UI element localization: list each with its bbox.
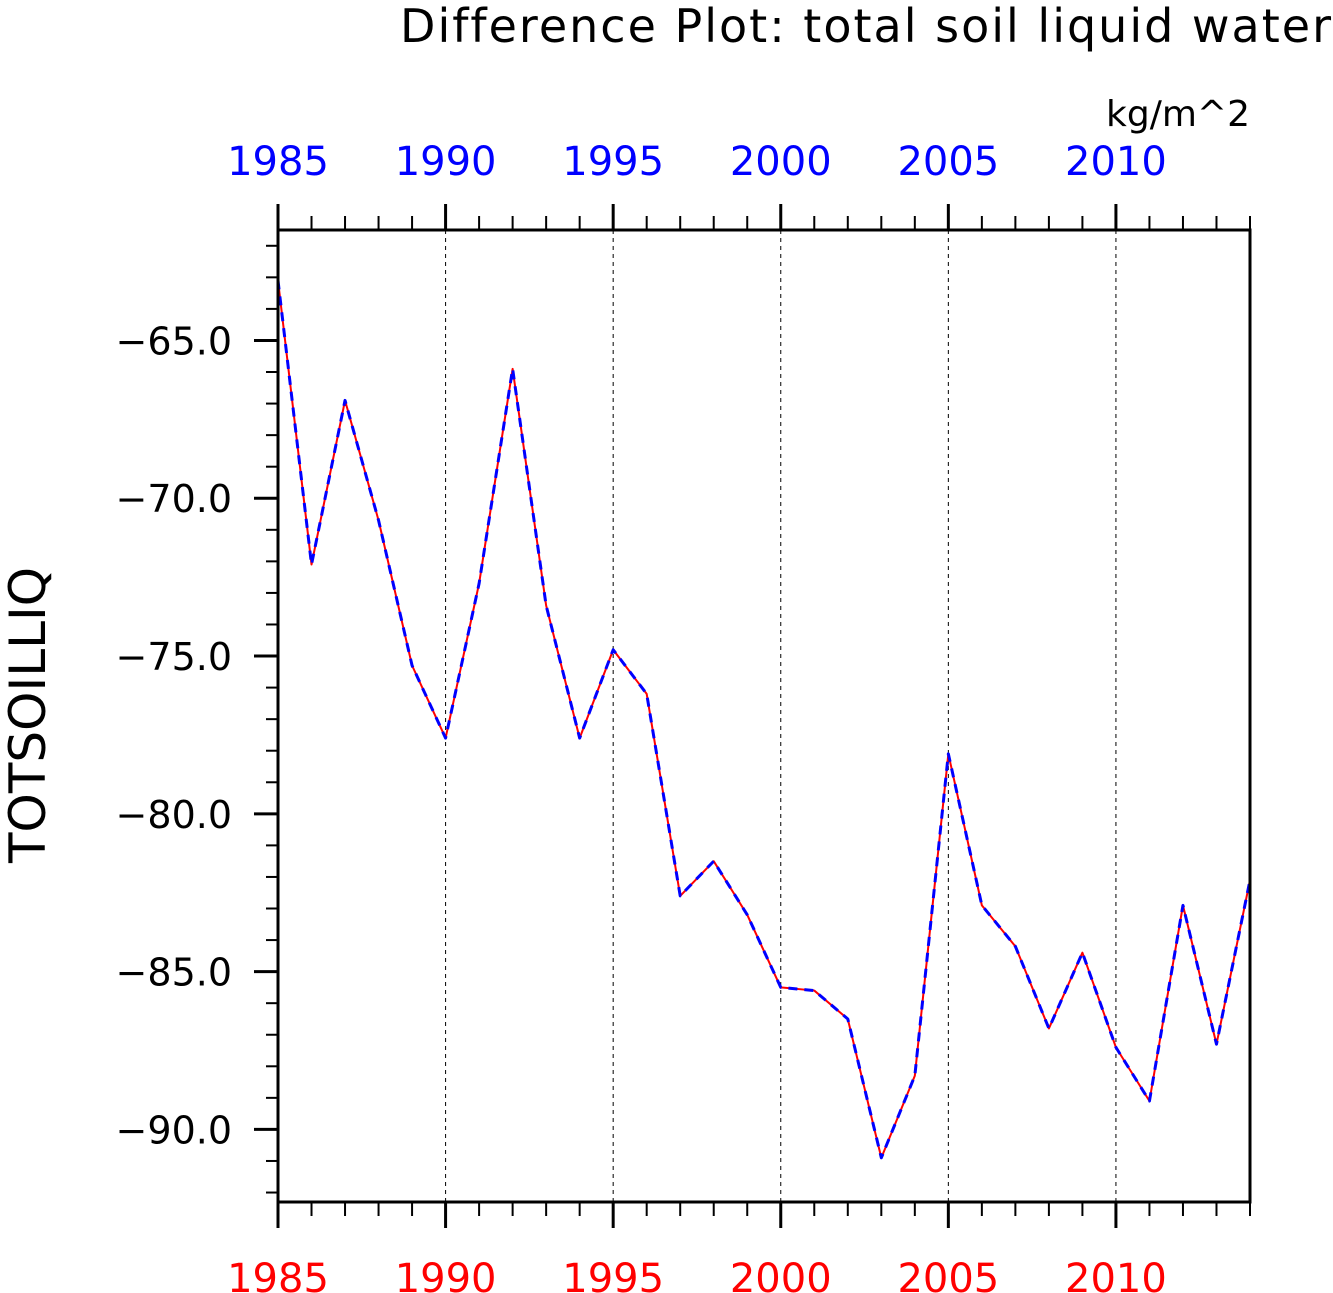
units-label: kg/m^2	[1106, 94, 1250, 135]
tick-marks	[254, 204, 1251, 1228]
tick-labels: 1985 1985 1990 1990 1995 1995 2000 2000 2005 2005…	[116, 139, 1167, 1293]
chart-title: Difference Plot: total soil liquid water	[400, 0, 1333, 53]
series-line-dashed	[276, 280, 1252, 1160]
grid	[445, 230, 1117, 1202]
x-tick-label-top: 2000	[730, 139, 832, 185]
y-axis-label: TOTSOILLIQ	[0, 567, 57, 864]
x-tick-label-top: 2005	[897, 139, 999, 185]
x-tick-label-bottom: 2010	[1065, 1256, 1167, 1293]
y-tick-label: −65.0	[116, 319, 232, 363]
y-tick-label: −75.0	[116, 635, 232, 679]
x-tick-label-bottom: 2005	[897, 1256, 999, 1293]
y-tick-label: −80.0	[116, 793, 232, 837]
x-tick-label-bottom: 1990	[395, 1256, 497, 1293]
x-tick-label-top: 1985	[227, 139, 329, 185]
y-tick-label: −90.0	[116, 1108, 232, 1152]
x-tick-label-top: 2010	[1065, 139, 1167, 185]
x-tick-label-top: 1995	[562, 139, 664, 185]
plot-frame	[276, 228, 1252, 1204]
y-tick-label: −70.0	[116, 477, 232, 521]
x-tick-label-top: 1990	[395, 139, 497, 185]
x-tick-label-bottom: 1995	[562, 1256, 664, 1293]
x-tick-label-bottom: 2000	[730, 1256, 832, 1293]
x-tick-label-bottom: 1985	[227, 1256, 329, 1293]
series-group	[276, 280, 1252, 1160]
y-tick-label: −85.0	[116, 951, 232, 995]
series-line-solid	[277, 280, 1251, 1159]
